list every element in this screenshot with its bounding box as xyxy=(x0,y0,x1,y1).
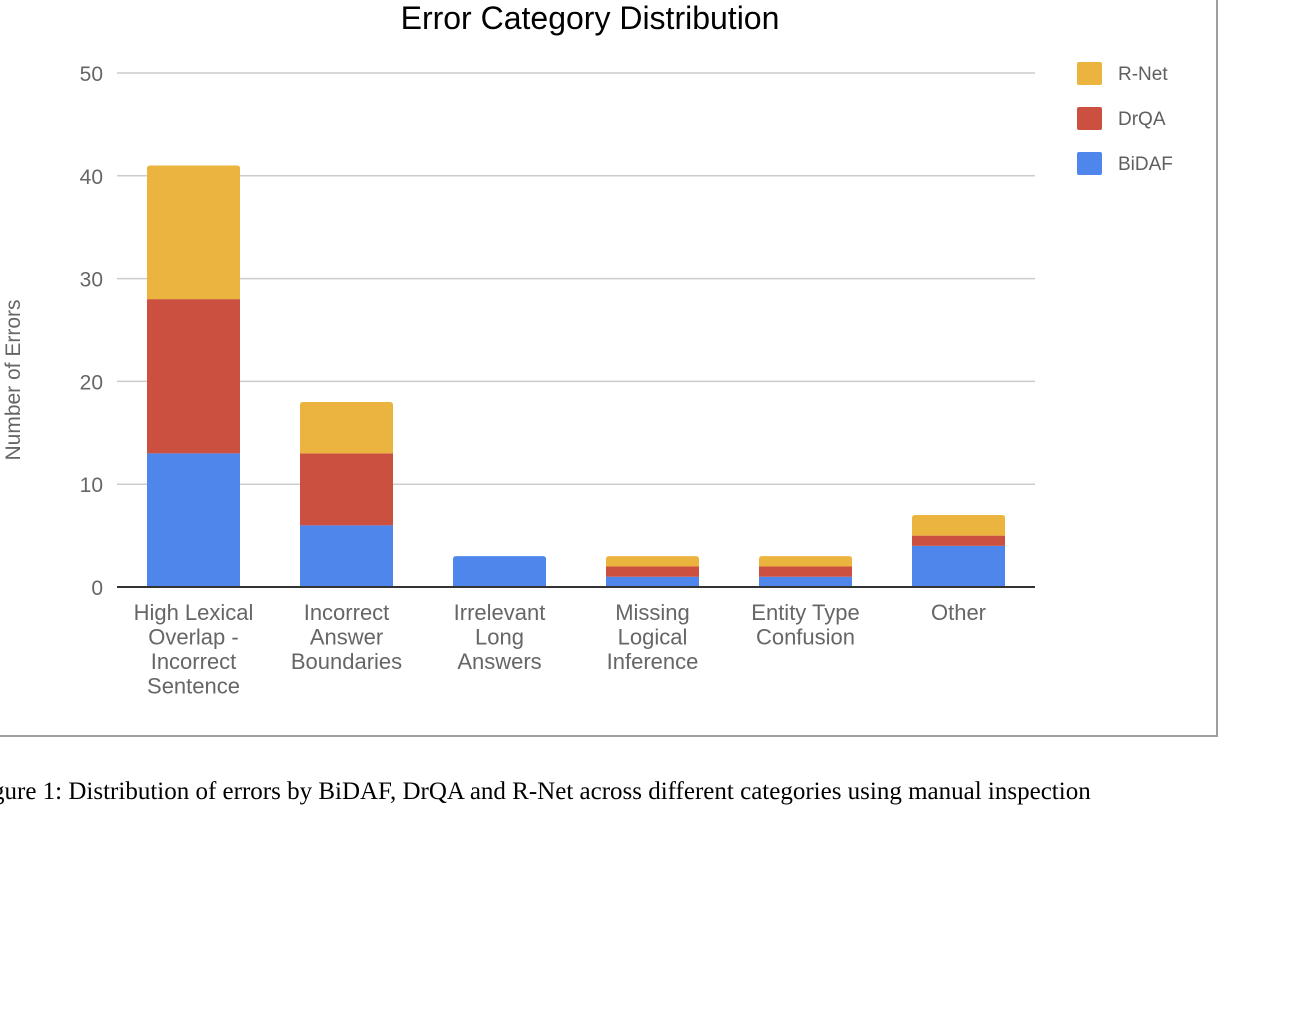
x-tick-labels: High Lexical Overlap -Incorrect Sentence In… xyxy=(134,600,986,699)
chart-title: Error Category Distribution xyxy=(401,0,780,36)
x-tick-label: Missing Logical Inference xyxy=(607,600,699,674)
bar-segment-bidaf xyxy=(606,576,699,587)
y-tick-label: 50 xyxy=(80,63,103,86)
bar-segment-drqa xyxy=(912,535,1005,546)
bar-segment-drqa xyxy=(606,566,699,577)
legend-swatch xyxy=(1077,62,1102,85)
y-tick-label: 30 xyxy=(80,269,103,292)
y-tick-label: 40 xyxy=(80,166,103,189)
y-tick-label: 20 xyxy=(80,371,103,394)
bar-segment-r-net xyxy=(606,556,699,567)
bar-chart: Error Category Distribution Number of Er… xyxy=(2,0,1173,699)
x-tick-label: Entity Type Confusion xyxy=(751,600,859,650)
y-tick-label: 10 xyxy=(80,474,103,497)
bar-segment-r-net xyxy=(147,165,240,300)
bar-segment-r-net xyxy=(759,556,852,567)
legend: R-Net DrQA BiDAF xyxy=(1077,62,1173,175)
x-tick-label: Other xyxy=(931,600,986,625)
y-axis-label: Number of Errors xyxy=(2,299,25,460)
bar-segment-bidaf xyxy=(300,525,393,587)
y-tick-labels: 0 10 20 30 40 50 xyxy=(80,63,103,600)
figure-frame xyxy=(0,0,1218,737)
legend-label: BiDAF xyxy=(1118,154,1173,175)
bar-segment-drqa xyxy=(147,299,240,454)
bar-segment-bidaf xyxy=(147,453,240,587)
x-tick-label: Incorrect Answer Boundaries xyxy=(291,600,402,674)
x-tick-label: High Lexical Overlap -Incorrect Sentence xyxy=(134,600,254,699)
bar-segment-bidaf xyxy=(453,556,546,587)
y-tick-label: 0 xyxy=(91,577,103,600)
bars xyxy=(147,165,1005,587)
bar-segment-bidaf xyxy=(912,545,1005,587)
legend-label: R-Net xyxy=(1118,64,1168,85)
figure-caption: gure 1: Distribution of errors by BiDAF,… xyxy=(0,778,1091,805)
legend-swatch xyxy=(1077,107,1102,130)
bar-segment-drqa xyxy=(300,453,393,526)
legend-swatch xyxy=(1077,152,1102,175)
gridlines xyxy=(117,72,1035,485)
bar-segment-r-net xyxy=(912,515,1005,536)
x-tick-label: Irrelevant Long Answers xyxy=(454,600,546,674)
bar-segment-drqa xyxy=(759,566,852,577)
bar-segment-bidaf xyxy=(759,576,852,587)
legend-label: DrQA xyxy=(1118,109,1166,130)
bar-segment-r-net xyxy=(300,401,393,454)
